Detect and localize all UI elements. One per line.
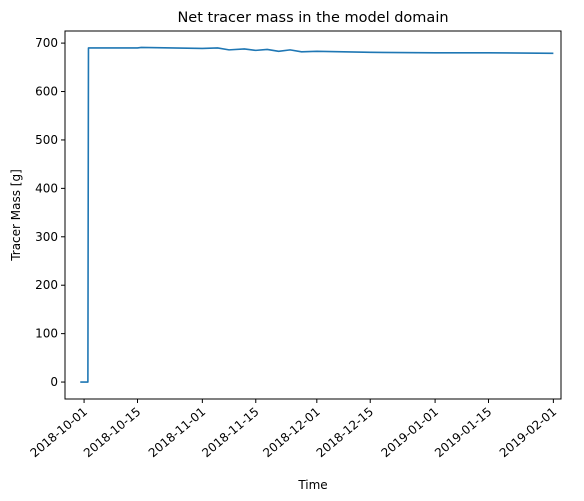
chart-title: Net tracer mass in the model domain: [177, 10, 448, 26]
series-layer: [80, 46, 554, 383]
x-tick-label: 2018-12-15: [314, 405, 376, 461]
x-tick-label: 2019-01-01: [379, 405, 441, 461]
x-axis-label: Time: [297, 478, 327, 492]
y-tick-label: 700: [35, 36, 58, 50]
y-axis-label: Tracer Mass [g]: [9, 169, 23, 262]
x-tick-label: 2019-01-15: [432, 405, 494, 461]
y-axis: 0 100 200 300 400 500 600 700: [35, 36, 65, 389]
y-tick-label: 0: [50, 375, 58, 389]
x-tick-label: 2019-02-01: [497, 405, 559, 461]
x-tick-label: 2018-10-01: [28, 405, 90, 461]
y-tick-label: 600: [35, 85, 58, 99]
x-tick-label: 2018-10-15: [81, 405, 143, 461]
y-tick-label: 300: [35, 230, 58, 244]
x-tick-label: 2018-11-15: [199, 405, 261, 461]
y-tick-label: 200: [35, 278, 58, 292]
x-tick-label: 2018-12-01: [260, 405, 322, 461]
axes-frame: [64, 30, 562, 400]
x-tick-label: 2018-11-01: [146, 405, 208, 461]
plot-area: [65, 31, 561, 399]
y-tick-label: 500: [35, 133, 58, 147]
y-tick-label: 100: [35, 327, 58, 341]
series-line-0: [80, 46, 554, 383]
y-tick-label: 400: [35, 181, 58, 195]
